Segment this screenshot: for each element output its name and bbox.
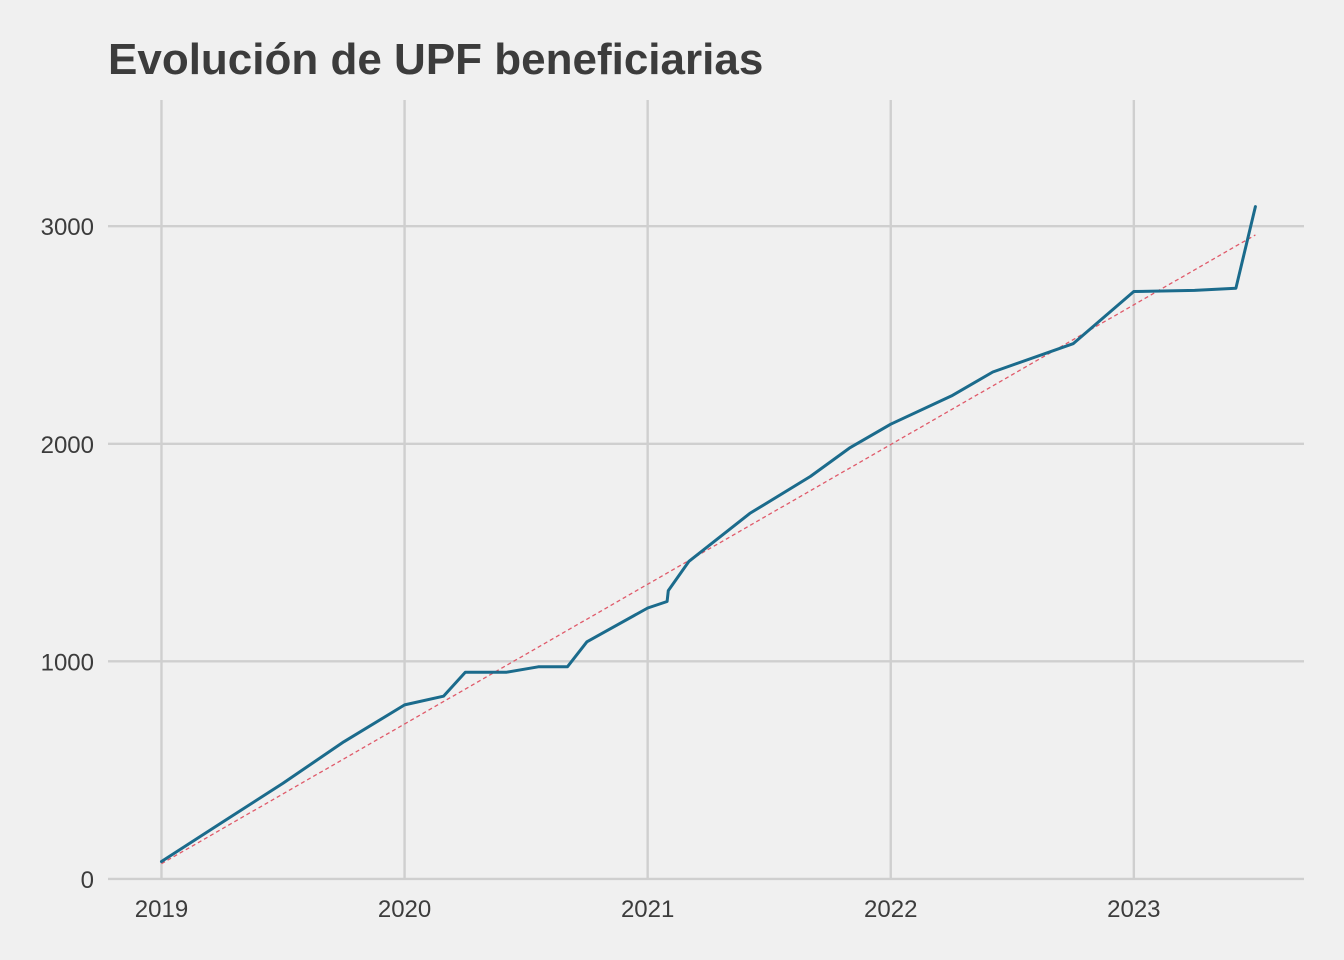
series-line <box>160 205 1257 863</box>
chart-title: Evolución de UPF beneficiarias <box>108 35 763 84</box>
x-tick-label: 2019 <box>135 896 188 923</box>
y-tick-label: 2000 <box>41 432 94 459</box>
series-layer <box>160 205 1257 865</box>
x-tick-label: 2023 <box>1107 896 1160 923</box>
x-tick-label: 2021 <box>621 896 674 923</box>
y-tick-label: 3000 <box>41 214 94 241</box>
x-tick-label: 2020 <box>378 896 431 923</box>
y-tick-label: 0 <box>81 867 94 894</box>
y-tick-labels: 0 1000 2000 3000 <box>41 214 94 894</box>
y-tick-label: 1000 <box>41 649 94 676</box>
trend-line <box>161 234 1256 865</box>
y-gridlines <box>108 224 1304 881</box>
x-tick-label: 2022 <box>864 896 917 923</box>
x-gridlines <box>160 100 1136 880</box>
x-tick-labels: 2019 2020 2021 2022 2023 <box>135 896 1161 923</box>
